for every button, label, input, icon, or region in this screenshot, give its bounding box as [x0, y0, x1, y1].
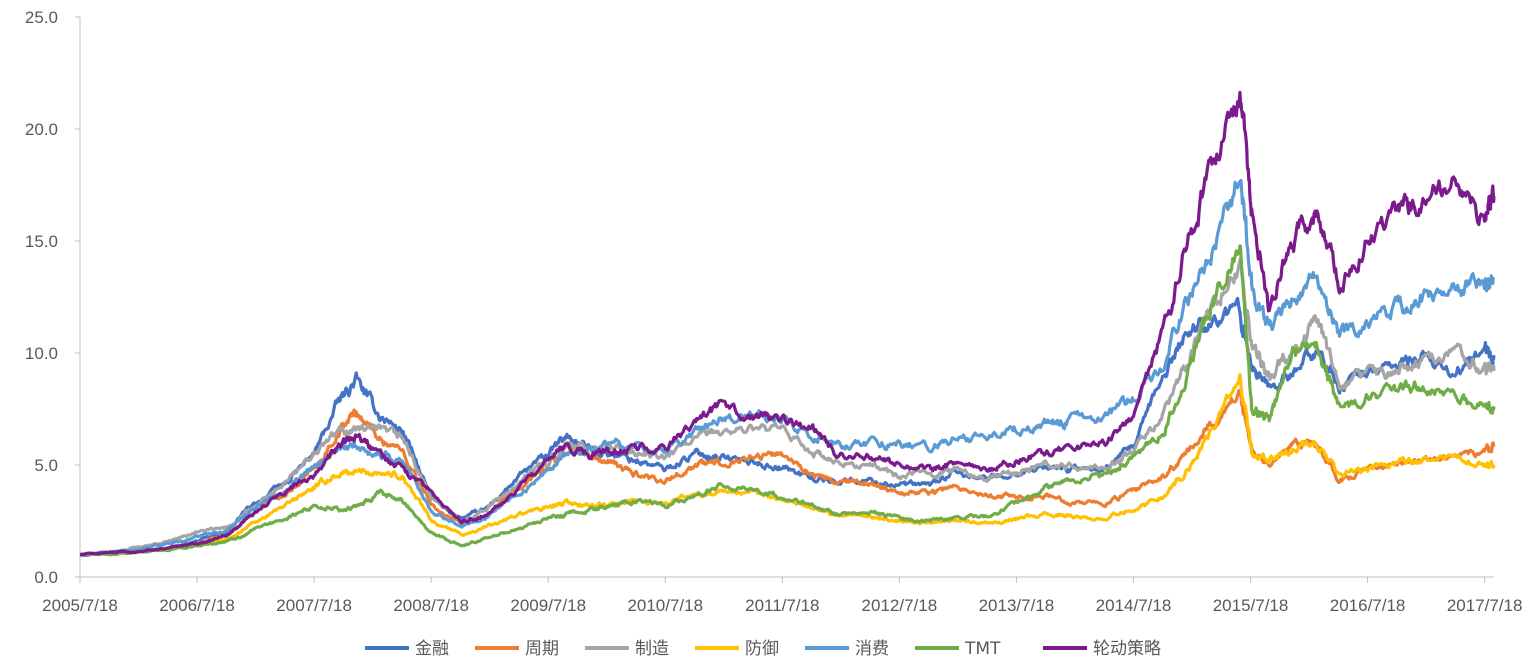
x-tick-label: 2006/7/18: [159, 596, 235, 615]
series-line: [79, 255, 1496, 557]
y-tick-label: 20.0: [25, 120, 58, 139]
y-axis: 0.0 5.0 10.0 15.0 20.0 25.0: [25, 8, 81, 587]
y-tick-label: 10.0: [25, 344, 58, 363]
y-tick-label: 0.0: [34, 568, 58, 587]
legend-label: 制造: [635, 639, 669, 659]
legend-label: TMT: [964, 639, 1001, 659]
y-tick-label: 25.0: [25, 8, 58, 27]
legend-label: 消费: [855, 639, 889, 659]
series-layer: [79, 90, 1496, 557]
x-tick-label: 2011/7/18: [745, 596, 819, 615]
series-line: [79, 296, 1496, 557]
x-tick-label: 2010/7/18: [627, 596, 703, 615]
x-tick-label: 2017/7/18: [1447, 596, 1523, 615]
y-tick-label: 5.0: [34, 456, 58, 475]
series-line: [79, 90, 1496, 557]
x-tick-label: 2016/7/18: [1330, 596, 1406, 615]
x-tick-label: 2015/7/18: [1213, 596, 1289, 615]
x-axis: 2005/7/18 2006/7/18 2007/7/18 2008/7/18 2009…: [42, 576, 1523, 615]
x-tick-label: 2014/7/18: [1096, 596, 1172, 615]
x-tick-label: 2005/7/18: [42, 596, 118, 615]
legend-label: 防御: [745, 639, 779, 659]
legend-label: 金融: [415, 639, 449, 659]
series-line: [79, 244, 1496, 557]
y-tick-label: 15.0: [25, 232, 58, 251]
legend-label: 周期: [525, 639, 559, 659]
x-tick-label: 2012/7/18: [862, 596, 938, 615]
legend-label: 轮动策略: [1093, 639, 1161, 659]
series-line: [79, 389, 1496, 557]
x-tick-label: 2013/7/18: [979, 596, 1055, 615]
series-line: [79, 372, 1496, 557]
legend: 金融 周期 制造 防御 消费 TMT 轮动策略: [365, 639, 1161, 659]
x-tick-label: 2009/7/18: [510, 596, 586, 615]
x-tick-label: 2007/7/18: [276, 596, 352, 615]
x-tick-label: 2008/7/18: [393, 596, 469, 615]
